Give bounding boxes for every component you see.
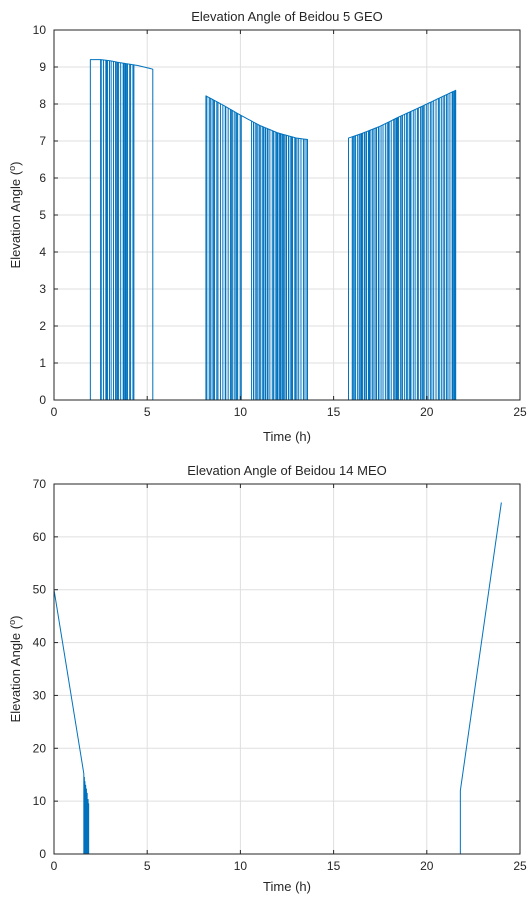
y-tick-label: 0: [39, 393, 46, 407]
y-tick-label: 40: [33, 636, 47, 650]
y-tick-label: 6: [39, 171, 46, 185]
y-tick-label: 5: [39, 208, 46, 222]
y-tick-label: 3: [39, 282, 46, 296]
x-tick-label: 10: [234, 859, 248, 873]
chart-title: Elevation Angle of Beidou 5 GEO: [191, 9, 383, 24]
y-tick-label: 10: [33, 23, 47, 37]
y-axis-label-text: Elevation Angle (: [8, 624, 23, 722]
y-tick-label: 60: [33, 530, 47, 544]
y-axis-label: Elevation Angle (o): [7, 616, 23, 723]
y-axis-label: Elevation Angle (o): [7, 162, 23, 269]
y-axis-label-close: ): [8, 162, 23, 166]
series-path: [53, 502, 502, 855]
chart-1: 0 5 10 15 20 25 0 1 2 3 4 5 6 7 8 9 10 Elevation Angle of…: [7, 9, 527, 444]
y-tick-label: 7: [39, 134, 46, 148]
y-tick-label: 20: [33, 741, 47, 755]
x-tick-label: 5: [144, 405, 151, 419]
axes-box: [53, 483, 521, 855]
y-tick-label: 1: [39, 356, 46, 370]
chart-title: Elevation Angle of Beidou 14 MEO: [187, 463, 386, 478]
y-tick-label: 50: [33, 583, 47, 597]
y-tick-label: 8: [39, 97, 46, 111]
x-tick-label: 0: [51, 405, 58, 419]
x-tick-label: 0: [51, 859, 58, 873]
y-tick-label: 0: [39, 847, 46, 861]
series-window: [89, 59, 154, 401]
x-tick-label: 5: [144, 859, 151, 873]
y-axis-label-degree: o: [7, 620, 17, 625]
y-axis-label-text: Elevation Angle (: [8, 170, 23, 268]
y-axis-label-degree: o: [7, 166, 17, 171]
y-tick-label: 4: [39, 245, 46, 259]
y-axis-label-close: ): [8, 616, 23, 620]
chart-2: 0 5 10 15 20 25 0 10 20 30 40 50 60 70 Elevation Angle…: [7, 463, 527, 894]
y-tick-label: 2: [39, 319, 46, 333]
x-tick-label: 15: [327, 859, 341, 873]
y-tick-label: 10: [33, 794, 47, 808]
x-tick-label: 20: [420, 859, 434, 873]
x-tick-label: 10: [234, 405, 248, 419]
series-line: [54, 59, 502, 401]
series-line: [53, 502, 502, 855]
x-tick-label: 25: [513, 859, 527, 873]
y-tick-label: 70: [33, 477, 47, 491]
y-tick-label: 30: [33, 688, 47, 702]
x-axis-label: Time (h): [263, 879, 311, 894]
x-axis-label: Time (h): [263, 429, 311, 444]
x-tick-label: 20: [420, 405, 434, 419]
x-tick-label: 15: [327, 405, 341, 419]
x-tick-label: 25: [513, 405, 527, 419]
y-tick-label: 9: [39, 60, 46, 74]
